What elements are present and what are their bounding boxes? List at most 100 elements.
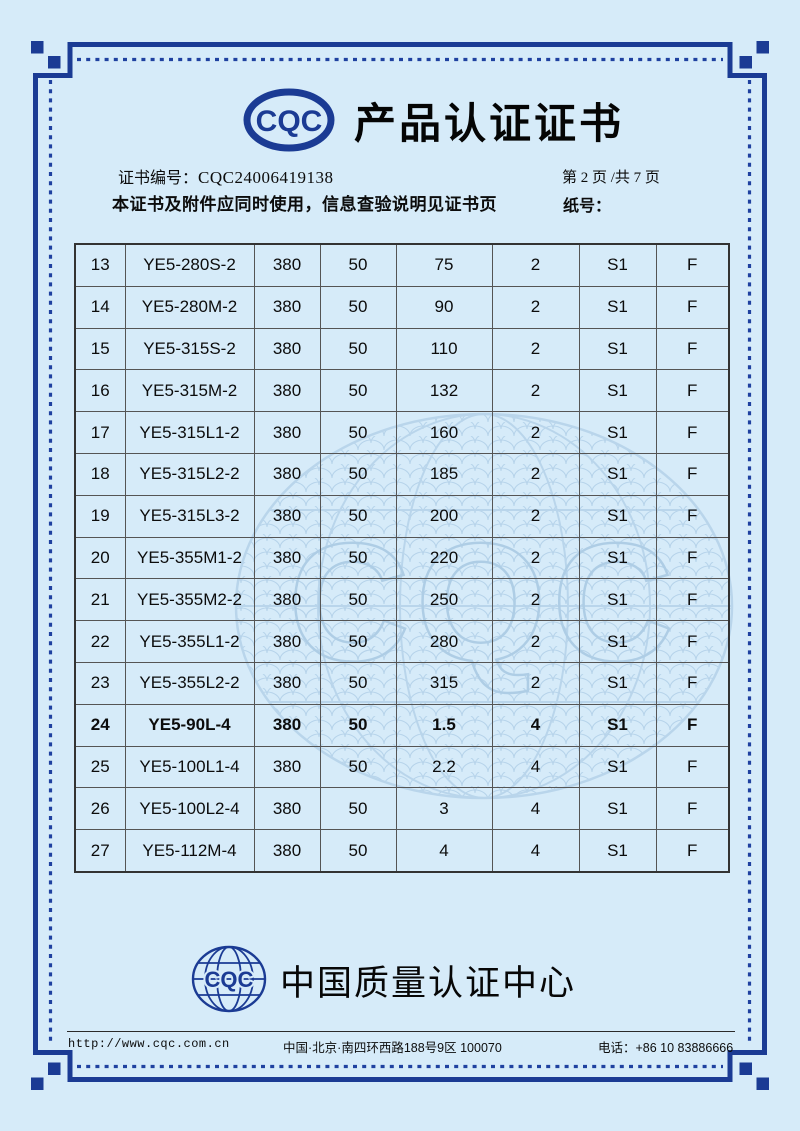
paper-number-label: 纸号：	[563, 198, 612, 215]
table-cell-model: YE5-90L-4	[124, 703, 255, 747]
table-cell-no: 16	[74, 369, 126, 413]
table-cell-poles: 2	[491, 369, 580, 413]
footer-url: http://www.cqc.com.cn	[68, 1037, 230, 1051]
table-cell-duty: S1	[578, 787, 657, 831]
table-cell-duty: S1	[578, 745, 657, 789]
table-cell-duty: S1	[578, 411, 657, 454]
table-cell-no: 14	[74, 285, 126, 329]
svg-text:CQC: CQC	[205, 967, 254, 992]
table-row: 15 YE5-315S-2 380 50 110 2 S1 F	[74, 327, 730, 371]
table-row: 20 YE5-355M1-2 380 50 220 2 S1 F	[74, 536, 730, 580]
table-cell-poles: 2	[491, 661, 580, 705]
table-cell-power: 185	[395, 452, 493, 496]
table-cell-insulation: F	[655, 620, 730, 663]
table-cell-no: 27	[74, 829, 126, 873]
table-cell-voltage: 380	[253, 452, 321, 496]
table-row: 23 YE5-355L2-2 380 50 315 2 S1 F	[74, 661, 730, 705]
table-cell-model: YE5-355M2-2	[124, 578, 255, 622]
table-cell-power: 1.5	[395, 703, 493, 747]
table-cell-model: YE5-315L1-2	[124, 411, 255, 454]
table-row: 22 YE5-355L1-2 380 50 280 2 S1 F	[74, 620, 730, 663]
table-cell-duty: S1	[578, 620, 657, 663]
table-cell-model: YE5-355L2-2	[124, 661, 255, 705]
organization-name: 中国质量认证中心	[280, 963, 577, 1003]
table-cell-voltage: 380	[253, 285, 321, 329]
table-cell-voltage: 380	[253, 745, 321, 789]
table-cell-no: 23	[74, 661, 126, 705]
table-cell-poles: 2	[491, 452, 580, 496]
usage-notice: 本证书及附件应同时使用，信息查验说明见证书页	[112, 195, 497, 214]
table-cell-duty: S1	[578, 327, 657, 371]
table-cell-duty: S1	[578, 536, 657, 580]
table-cell-voltage: 380	[253, 578, 321, 622]
table-cell-insulation: F	[655, 494, 730, 538]
table-cell-insulation: F	[655, 243, 730, 287]
table-cell-duty: S1	[578, 285, 657, 329]
table-cell-no: 19	[74, 494, 126, 538]
table-cell-power: 132	[395, 369, 493, 413]
table-cell-voltage: 380	[253, 787, 321, 831]
table-cell-insulation: F	[655, 536, 730, 580]
page-number-info: 第 2 页 /共 7 页	[562, 170, 660, 186]
table-cell-voltage: 380	[253, 369, 321, 413]
table-cell-insulation: F	[655, 578, 730, 622]
table-cell-poles: 2	[491, 620, 580, 663]
table-cell-power: 110	[395, 327, 493, 371]
table-row: 26 YE5-100L2-4 380 50 3 4 S1 F	[74, 787, 730, 831]
table-cell-power: 90	[395, 285, 493, 329]
table-cell-frequency: 50	[319, 369, 397, 413]
table-cell-frequency: 50	[319, 578, 397, 622]
table-cell-no: 24	[74, 703, 126, 747]
table-cell-frequency: 50	[319, 745, 397, 789]
table-cell-poles: 2	[491, 536, 580, 580]
table-row: 24 YE5-90L-4 380 50 1.5 4 S1 F	[74, 703, 730, 747]
table-cell-power: 3	[395, 787, 493, 831]
table-cell-voltage: 380	[253, 661, 321, 705]
table-cell-poles: 2	[491, 243, 580, 287]
table-cell-voltage: 380	[253, 494, 321, 538]
table-row: 27 YE5-112M-4 380 50 4 4 S1 F	[74, 829, 730, 873]
table-cell-frequency: 50	[319, 536, 397, 580]
table-cell-voltage: 380	[253, 536, 321, 580]
table-cell-no: 18	[74, 452, 126, 496]
table-cell-model: YE5-315L3-2	[124, 494, 255, 538]
table-cell-insulation: F	[655, 703, 730, 747]
table-cell-power: 200	[395, 494, 493, 538]
footer-address: 中国·北京·南四环西路188号9区 100070	[283, 1041, 502, 1055]
table-cell-frequency: 50	[319, 327, 397, 371]
footer-divider	[67, 1031, 735, 1032]
table-cell-insulation: F	[655, 285, 730, 329]
table-row: 18 YE5-315L2-2 380 50 185 2 S1 F	[74, 452, 730, 496]
table-cell-no: 26	[74, 787, 126, 831]
table-cell-insulation: F	[655, 661, 730, 705]
table-cell-frequency: 50	[319, 243, 397, 287]
table-cell-voltage: 380	[253, 703, 321, 747]
table-cell-frequency: 50	[319, 703, 397, 747]
footer-phone: 电话：+86 10 83886666	[598, 1041, 734, 1055]
table-cell-model: YE5-355L1-2	[124, 620, 255, 663]
table-cell-power: 280	[395, 620, 493, 663]
table-cell-no: 20	[74, 536, 126, 580]
motor-spec-table: 13 YE5-280S-2 380 50 75 2 S1 F 14 YE5-280M-2 380 50…	[74, 243, 730, 873]
table-cell-poles: 4	[491, 829, 580, 873]
table-cell-duty: S1	[578, 703, 657, 747]
table-cell-insulation: F	[655, 829, 730, 873]
table-cell-no: 13	[74, 243, 126, 287]
table-cell-frequency: 50	[319, 452, 397, 496]
table-cell-model: YE5-315L2-2	[124, 452, 255, 496]
table-cell-poles: 2	[491, 494, 580, 538]
table-cell-no: 17	[74, 411, 126, 454]
table-cell-frequency: 50	[319, 494, 397, 538]
table-cell-power: 220	[395, 536, 493, 580]
table-cell-duty: S1	[578, 578, 657, 622]
table-cell-frequency: 50	[319, 787, 397, 831]
table-cell-duty: S1	[578, 452, 657, 496]
svg-text:CQC: CQC	[256, 105, 323, 138]
table-row: 16 YE5-315M-2 380 50 132 2 S1 F	[74, 369, 730, 413]
table-cell-frequency: 50	[319, 285, 397, 329]
certificate-number-line: 证书编号：CQC24006419138	[118, 164, 333, 188]
table-row: 19 YE5-315L3-2 380 50 200 2 S1 F	[74, 494, 730, 538]
table-cell-model: YE5-280M-2	[124, 285, 255, 329]
table-cell-poles: 2	[491, 285, 580, 329]
certificate-number-value: CQC24006419138	[198, 168, 334, 187]
